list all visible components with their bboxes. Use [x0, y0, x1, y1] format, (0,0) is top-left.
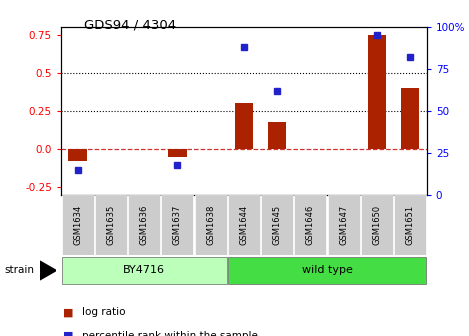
Text: GSM1651: GSM1651: [406, 205, 415, 245]
Text: GSM1650: GSM1650: [372, 205, 381, 245]
Text: GSM1647: GSM1647: [339, 205, 348, 245]
Bar: [228, 257, 426, 284]
Text: ■: ■: [63, 307, 74, 318]
Bar: [401, 88, 419, 149]
Bar: [61, 196, 93, 255]
Bar: [168, 149, 187, 157]
Bar: [361, 196, 393, 255]
Bar: [61, 257, 227, 284]
Text: GSM1636: GSM1636: [140, 205, 149, 245]
Bar: [268, 122, 286, 149]
Text: GDS94 / 4304: GDS94 / 4304: [84, 18, 176, 32]
Text: GSM1646: GSM1646: [306, 205, 315, 245]
Bar: [295, 196, 326, 255]
Text: GSM1644: GSM1644: [239, 205, 249, 245]
Text: GSM1638: GSM1638: [206, 205, 215, 245]
Text: GSM1635: GSM1635: [106, 205, 115, 245]
Bar: [394, 196, 426, 255]
Bar: [261, 196, 293, 255]
Polygon shape: [40, 261, 56, 280]
Text: log ratio: log ratio: [82, 307, 126, 318]
Text: GSM1645: GSM1645: [272, 205, 282, 245]
Text: strain: strain: [5, 265, 35, 276]
Text: GSM1634: GSM1634: [73, 205, 82, 245]
Text: percentile rank within the sample: percentile rank within the sample: [82, 331, 258, 336]
Bar: [234, 103, 253, 149]
Bar: [161, 196, 193, 255]
Text: GSM1637: GSM1637: [173, 205, 182, 245]
Text: wild type: wild type: [302, 265, 353, 276]
Bar: [228, 196, 260, 255]
Text: BY4716: BY4716: [123, 265, 165, 276]
Bar: [195, 196, 227, 255]
Bar: [95, 196, 127, 255]
Bar: [128, 196, 160, 255]
Bar: [328, 196, 360, 255]
Bar: [368, 35, 386, 149]
Text: ■: ■: [63, 331, 74, 336]
Bar: [68, 149, 87, 161]
